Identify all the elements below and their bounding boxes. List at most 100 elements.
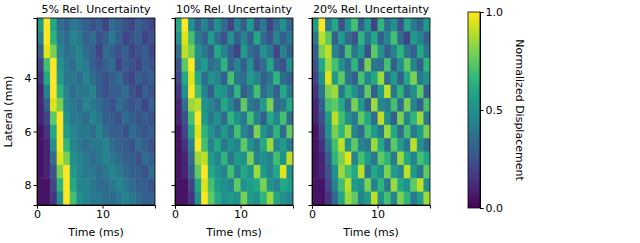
heatmap-cell — [63, 125, 70, 139]
heatmap-cell — [371, 165, 378, 179]
heatmap-cell — [83, 178, 90, 192]
heatmap-cell — [103, 178, 110, 192]
heatmap-cell — [325, 125, 332, 139]
heatmap-cell — [286, 71, 293, 85]
heatmap-cell — [325, 152, 332, 166]
heatmap-cell — [227, 112, 234, 126]
heatmap-cell — [391, 178, 398, 192]
heatmap-cell — [345, 98, 352, 112]
heatmap-cell — [351, 138, 358, 152]
x-tick: 0 — [309, 205, 316, 221]
heatmap-cell — [208, 178, 215, 192]
heatmap-cell — [338, 98, 345, 112]
heatmap-cell — [345, 138, 352, 152]
heatmap-cell — [358, 85, 365, 99]
heatmap-cell — [260, 45, 267, 59]
heatmap-cell — [280, 71, 287, 85]
heatmap-cell — [221, 98, 228, 112]
heatmap-cell — [44, 31, 51, 45]
heatmap-cell — [247, 18, 254, 32]
heatmap-cell — [50, 31, 57, 45]
heatmap-cell — [267, 71, 274, 85]
heatmap-cell — [260, 138, 267, 152]
heatmap-cell — [83, 112, 90, 126]
heatmap-cell — [148, 192, 155, 205]
heatmap-cell — [286, 85, 293, 99]
heatmap-cell — [247, 98, 254, 112]
heatmap-cell — [182, 18, 189, 32]
heatmap-cell — [364, 192, 371, 205]
heatmap-cell — [201, 178, 208, 192]
heatmap-cell — [89, 71, 96, 85]
heatmap-cell — [247, 178, 254, 192]
heatmap-cell — [37, 31, 44, 45]
heatmap-cell — [70, 152, 77, 166]
heatmap-cell — [404, 138, 411, 152]
heatmap-cell — [273, 125, 280, 139]
heatmap-cell — [397, 45, 404, 59]
x-tick-label: 10 — [96, 208, 110, 221]
heatmap-cell — [214, 192, 221, 205]
heatmap-cell — [417, 165, 424, 179]
heatmap-cell — [182, 58, 189, 72]
heatmap-cell — [312, 58, 319, 72]
heatmap-cell — [371, 125, 378, 139]
heatmap-cell — [378, 98, 385, 112]
heatmap-cell — [129, 58, 136, 72]
y-tick-mark — [172, 78, 176, 79]
heatmap-cell — [57, 58, 64, 72]
heatmap-cell — [280, 85, 287, 99]
heatmap-cell — [345, 178, 352, 192]
heatmap-cell — [273, 178, 280, 192]
heatmap-cell — [195, 98, 202, 112]
heatmap-cell — [76, 18, 83, 32]
heatmap-cell — [234, 112, 241, 126]
heatmap-cell — [116, 45, 123, 59]
heatmap-cell — [182, 125, 189, 139]
y-tick-mark — [309, 132, 313, 133]
heatmap-cell — [208, 98, 215, 112]
heatmap-cell — [397, 98, 404, 112]
heatmap-cells — [37, 18, 155, 205]
heatmap-cell — [319, 58, 326, 72]
x-tick-label: 10 — [234, 208, 248, 221]
heatmap-cell — [96, 45, 103, 59]
heatmap-cell — [338, 165, 345, 179]
heatmap-cell — [364, 178, 371, 192]
heatmap-cell — [241, 152, 248, 166]
heatmap-cell — [391, 98, 398, 112]
heatmap-cell — [254, 138, 261, 152]
heatmap-cell — [410, 71, 417, 85]
heatmap-cell — [286, 31, 293, 45]
y-tick — [172, 78, 176, 79]
heatmap-cell — [391, 58, 398, 72]
heatmap-cell — [83, 98, 90, 112]
heatmap-cell — [208, 112, 215, 126]
heatmap-cell — [247, 125, 254, 139]
heatmap-cell — [325, 85, 332, 99]
heatmap-cell — [280, 31, 287, 45]
heatmap-cell — [221, 45, 228, 59]
heatmap-cell — [273, 192, 280, 205]
heatmap-cell — [201, 85, 208, 99]
heatmap-cell — [195, 192, 202, 205]
heatmap-cell — [208, 18, 215, 32]
heatmap-cell — [182, 31, 189, 45]
colorbar-tick-label: 0.5 — [486, 104, 504, 117]
heatmap-cell — [76, 31, 83, 45]
heatmap-cell — [175, 58, 182, 72]
heatmap-cell — [188, 125, 195, 139]
heatmap-cell — [109, 98, 116, 112]
heatmap-cell — [188, 18, 195, 32]
heatmap-cell — [109, 45, 116, 59]
heatmap-cell — [44, 45, 51, 59]
heatmap-cell — [227, 165, 234, 179]
heatmap-cell — [391, 45, 398, 59]
heatmap-cell — [423, 138, 430, 152]
heatmap-cell — [423, 71, 430, 85]
heatmap-cell — [254, 192, 261, 205]
heatmap-cell — [378, 58, 385, 72]
heatmap-cell — [227, 31, 234, 45]
heatmap-cell — [182, 138, 189, 152]
heatmap-cell — [195, 31, 202, 45]
